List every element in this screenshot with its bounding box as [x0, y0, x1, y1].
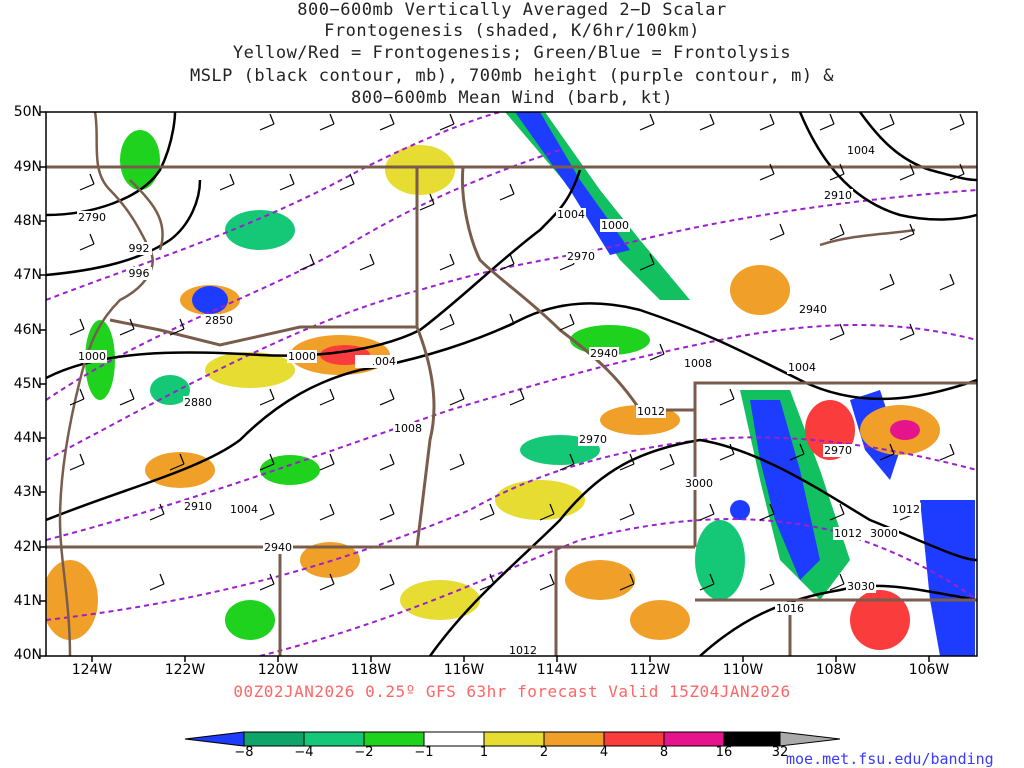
mslp-label: 1012 [509, 644, 537, 657]
mslp-label: 992 [129, 242, 150, 255]
coastline [58, 112, 916, 656]
colorbar-swatch [543, 731, 605, 747]
lat-label: 47N [13, 267, 42, 283]
mslp-label: 1016 [776, 602, 804, 615]
lon-label: 118W [350, 662, 392, 678]
height-label: 2970 [567, 250, 595, 263]
colorbar [184, 731, 841, 747]
height-label: 3030 [847, 580, 875, 593]
frontogenesis-patches [46, 145, 940, 650]
map-title-line-2: Frontogenesis (shaded, K/6hr/100km) [324, 21, 700, 41]
mslp-label: 1012 [892, 503, 920, 516]
lat-label: 41N [13, 593, 42, 609]
lat-label: 40N [13, 647, 42, 663]
colorbar-swatch [243, 731, 305, 747]
mslp-label: 996 [129, 267, 150, 280]
lon-label: 106W [908, 662, 950, 678]
colorbar-tick: −8 [234, 745, 254, 760]
mslp-label: 1004 [788, 361, 816, 374]
lon-label: 122W [164, 662, 206, 678]
lat-label: 42N [13, 539, 42, 555]
lat-label: 44N [13, 430, 42, 446]
colorbar-swatch [363, 731, 425, 747]
shading-layer: 1004 1000 992 996 1000 1000 1004 1008 10… [46, 112, 977, 657]
lon-label: 110W [722, 662, 764, 678]
colorbar-tick: −4 [294, 745, 314, 760]
lat-label: 45N [13, 376, 42, 392]
height-label: 2790 [78, 211, 106, 224]
mslp-label: 1008 [394, 422, 422, 435]
frontolysis-core-southeast [750, 400, 820, 580]
height-label: 2940 [264, 541, 292, 554]
colorbar-low-arrow [184, 731, 245, 747]
colorbar-tick: −2 [354, 745, 374, 760]
colorbar-high-arrow [779, 731, 841, 747]
height-label: 2970 [824, 444, 852, 457]
colorbar-swatch [423, 731, 485, 747]
lon-label: 114W [536, 662, 578, 678]
wind-barbs [69, 113, 965, 591]
map-title-line-1: 800−600mb Vertically Averaged 2−D Scalar [297, 0, 727, 20]
mslp-contours [46, 112, 977, 656]
lon-label: 120W [257, 662, 299, 678]
colorbar-swatch [303, 731, 365, 747]
mslp-label: 1004 [368, 355, 396, 368]
height-label: 2910 [184, 500, 212, 513]
credit-link[interactable]: moe.met.fsu.edu/banding [786, 750, 994, 768]
lat-label: 49N [13, 159, 42, 175]
lon-label: 108W [815, 662, 857, 678]
height-label: 2970 [579, 433, 607, 446]
colorbar-swatch [723, 731, 781, 747]
mslp-label: 1000 [78, 350, 106, 363]
height-label: 2940 [799, 303, 827, 316]
mslp-label: 1004 [557, 208, 585, 221]
forecast-valid-time: 00Z02JAN2026 0.25º GFS 63hr forecast Val… [233, 682, 791, 701]
lat-label: 43N [13, 484, 42, 500]
mslp-label: 1012 [637, 405, 665, 418]
height-label: 2850 [205, 314, 233, 327]
height-label: 2880 [184, 396, 212, 409]
colorbar-swatch [663, 731, 725, 747]
map-title-line-3: Yellow/Red = Frontogenesis; Green/Blue =… [232, 43, 792, 63]
height-label: 2910 [824, 189, 852, 202]
lon-label: 124W [71, 662, 113, 678]
lat-label: 46N [13, 322, 42, 338]
lat-label: 48N [13, 213, 42, 229]
colorbar-tick: 4 [599, 745, 609, 760]
colorbar-swatch [483, 731, 545, 747]
height-label: 2940 [590, 347, 618, 360]
colorbar-swatch [603, 731, 665, 747]
colorbar-tick: 1 [479, 745, 489, 760]
mslp-labels: 1004 1000 992 996 1000 1000 1004 1008 10… [77, 144, 921, 657]
mslp-label: 1004 [230, 503, 258, 516]
height-labels: 2790 2850 2880 2910 2940 2910 2970 2940 … [77, 189, 899, 593]
map-title-line-4: MSLP (black contour, mb), 700mb height (… [189, 66, 835, 86]
mslp-label: 1008 [684, 357, 712, 370]
colorbar-tick: 8 [659, 745, 669, 760]
colorbar-tick: 16 [715, 745, 733, 760]
axis-ticks [40, 111, 930, 662]
mslp-label: 1004 [847, 144, 875, 157]
frontolysis-core-east [920, 500, 975, 656]
mslp-label: 1012 [834, 527, 862, 540]
mslp-label: 1000 [601, 219, 629, 232]
lon-label: 116W [443, 662, 485, 678]
height-label: 3000 [685, 477, 713, 490]
colorbar-tick: −1 [414, 745, 434, 760]
colorbar-tick: 2 [539, 745, 549, 760]
map-title-line-5: 800−600mb Mean Wind (barb, kt) [350, 88, 674, 108]
height-contours [46, 112, 977, 656]
lon-label: 112W [629, 662, 671, 678]
mslp-label: 1000 [288, 350, 316, 363]
lat-label: 50N [13, 104, 42, 120]
height-label: 3000 [870, 527, 898, 540]
colorbar-tick: 32 [771, 745, 789, 760]
contour-labels: 1004 1000 992 996 1000 1000 1004 1008 10… [77, 144, 921, 657]
